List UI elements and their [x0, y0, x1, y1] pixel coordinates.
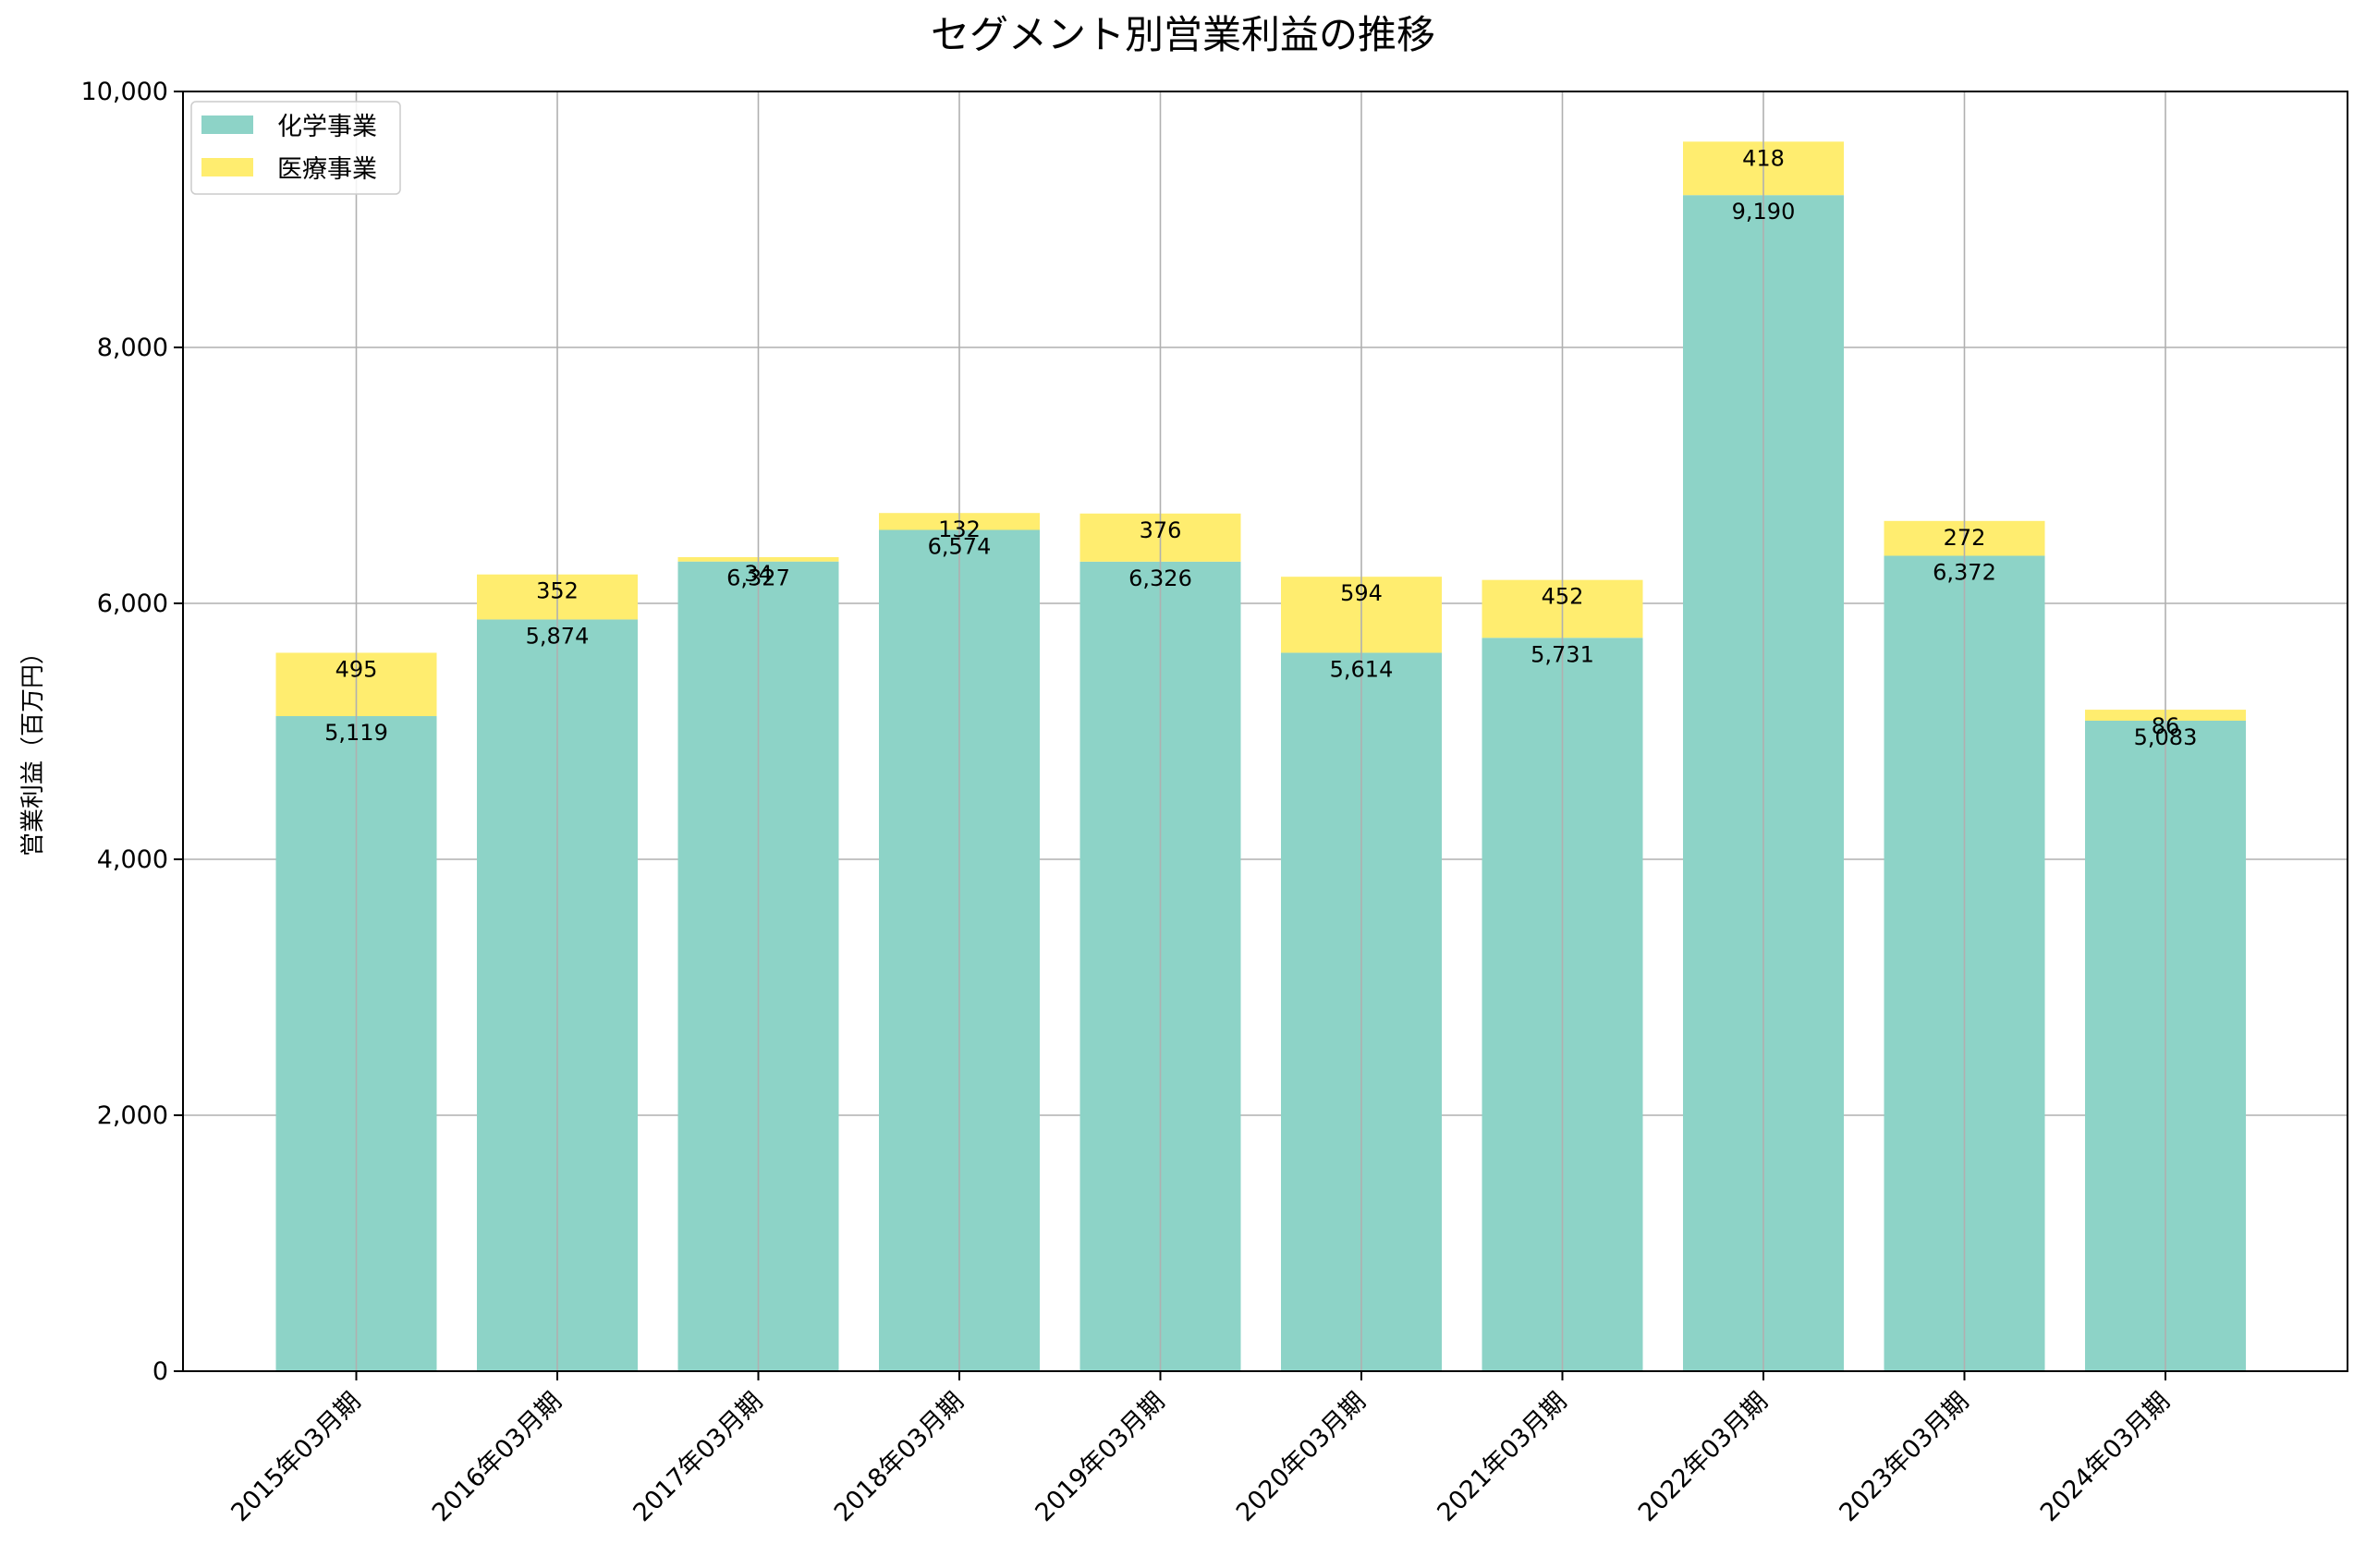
- bar-label-medical: 34: [744, 561, 773, 587]
- legend-label-medical: 医療事業: [277, 155, 377, 184]
- legend-swatch-medical: [201, 158, 253, 176]
- y-tick-label: 4,000: [97, 845, 168, 874]
- y-axis-label: 営業利益（百万円）: [19, 640, 47, 857]
- bar-label-chemical: 6,574: [928, 534, 992, 560]
- bar-label-medical: 418: [1742, 145, 1785, 171]
- y-tick-label: 0: [152, 1357, 168, 1386]
- y-axis-ticks: 0 2,000 4,000 6,000 8,000 10,000: [81, 78, 183, 1386]
- legend: 化学事業 医療事業: [190, 101, 401, 195]
- legend-label-chemical: 化学事業: [277, 113, 377, 141]
- bar-label-medical: 86: [2152, 713, 2180, 739]
- y-tick-label: 8,000: [97, 334, 168, 362]
- bar-label-medical: 376: [1140, 517, 1182, 543]
- bar-label-chemical: 5,119: [324, 720, 388, 746]
- bar-label-chemical: 5,083: [2134, 724, 2198, 750]
- bar-label-chemical: 9,190: [1732, 199, 1796, 225]
- bar-label-chemical: 6,327: [726, 565, 790, 591]
- bar-label-medical: 272: [1944, 525, 1986, 551]
- y-tick-label: 2,000: [97, 1101, 168, 1130]
- legend-swatch-chemical: [201, 115, 253, 134]
- y-tick-label: 10,000: [81, 78, 168, 106]
- bar-label-chemical: 5,874: [526, 623, 590, 649]
- bar-label-chemical: 6,326: [1128, 565, 1192, 591]
- bar-label-medical: 132: [938, 517, 981, 542]
- bar-label-chemical: 6,372: [1933, 559, 1996, 585]
- chart-title: セグメント別営業利益の推移: [931, 12, 1435, 57]
- bar-label-chemical: 5,614: [1330, 656, 1394, 682]
- vertical-grid-layer: [355, 91, 2166, 1371]
- bar-label-medical: 452: [1542, 584, 1584, 610]
- bar-label-medical: 594: [1340, 580, 1383, 606]
- bar-label-medical: 352: [536, 578, 579, 604]
- y-tick-label: 6,000: [97, 590, 168, 618]
- bar-label-chemical: 5,731: [1531, 641, 1594, 667]
- bar-label-medical: 495: [335, 656, 378, 682]
- plot-frame: [182, 91, 2348, 1372]
